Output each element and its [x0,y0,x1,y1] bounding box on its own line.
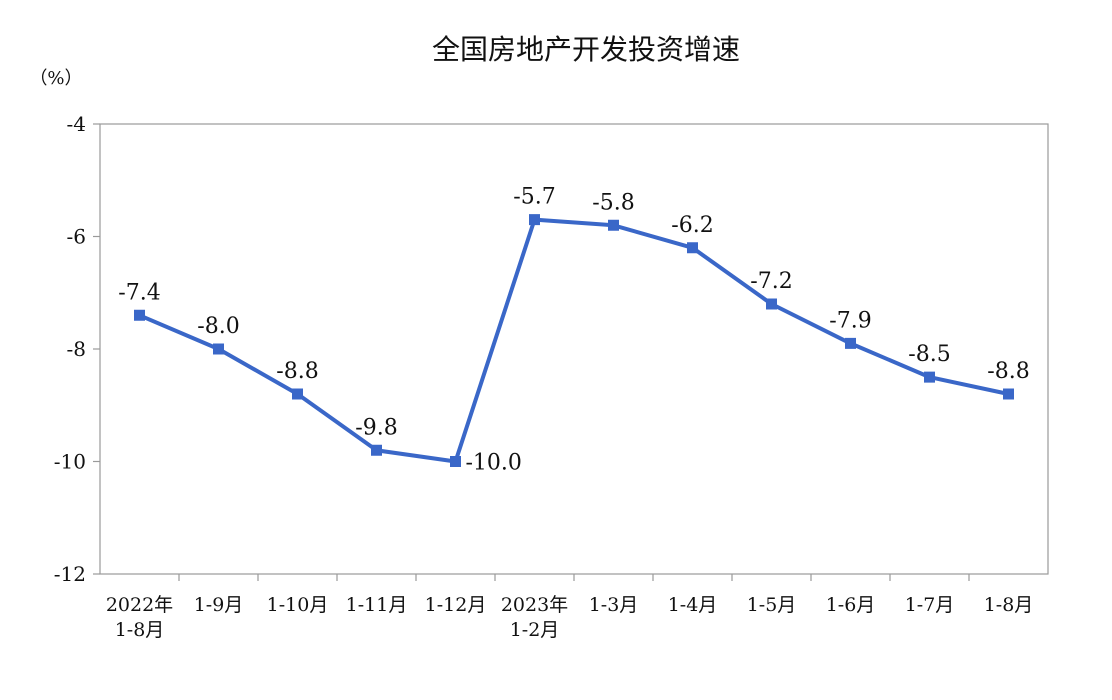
data-point-marker [213,343,224,355]
data-point-marker [134,309,145,321]
y-tick-label: -6 [67,225,86,249]
y-tick-label: -12 [54,562,86,586]
data-label: -5.7 [513,185,555,210]
y-tick-label: -4 [67,112,86,136]
data-label: -7.9 [829,308,871,333]
x-tick-label: 1-10月 [267,594,329,616]
data-point-marker [687,242,698,254]
y-axis: -4 -6 -8 -10 -12 [54,112,100,586]
data-point-marker [371,444,382,456]
data-point-marker [766,298,777,310]
x-tick-label: 1-8月 [984,594,1034,616]
data-label: -7.4 [118,280,160,305]
data-label: -8.5 [908,342,950,367]
x-tick-label: 1-5月 [747,594,797,616]
y-tick-label: -8 [67,337,86,361]
series-line [137,217,1011,464]
series-line-group [137,217,1011,464]
data-point-marker [924,371,935,383]
data-point-marker [529,214,540,226]
data-label-group: -7.4 -8.0 -8.8 -9.8 -10.0 -5.7 -5.8 -6.2 -7.2 -7.… [118,185,1029,476]
x-tick-label: 1-2月 [510,619,560,641]
x-tick-label: 2022年 [106,594,173,616]
plot-area-frame [99,123,1049,575]
data-point-marker [845,337,856,349]
x-tick-label: 1-4月 [668,594,718,616]
data-point-marker [608,219,619,231]
x-tick-label: 2023年 [501,594,568,616]
x-tick-label: 1-9月 [194,594,244,616]
data-label: -6.2 [671,213,713,238]
x-tick-label: 1-12月 [425,594,487,616]
data-point-marker [1003,388,1014,400]
data-label: -8.8 [987,359,1029,384]
data-label: -7.2 [750,269,792,294]
data-label: -8.8 [276,359,318,384]
y-axis-unit: （%） [29,68,82,89]
data-point-marker [450,456,461,467]
data-point-marker [292,388,303,400]
x-tick-label: 1-7月 [905,594,955,616]
x-tick-label: 1-8月 [115,619,165,641]
x-tick-label: 1-6月 [826,594,876,616]
x-tick-label: 1-3月 [589,594,639,616]
x-axis: 2022年 1-8月 1-9月 1-10月 1-11月 1-12月 2023年 1-2月 1-3… [106,574,1033,641]
y-tick-label: -10 [54,450,86,474]
x-tick-label: 1-11月 [346,594,408,616]
data-label: -8.0 [197,314,239,339]
data-label: -5.8 [592,190,634,215]
data-label: -9.8 [355,415,397,440]
series-marker-group [134,214,1014,467]
data-label: -10.0 [466,451,522,476]
chart-title: 全国房地产开发投资增速 [432,33,740,66]
